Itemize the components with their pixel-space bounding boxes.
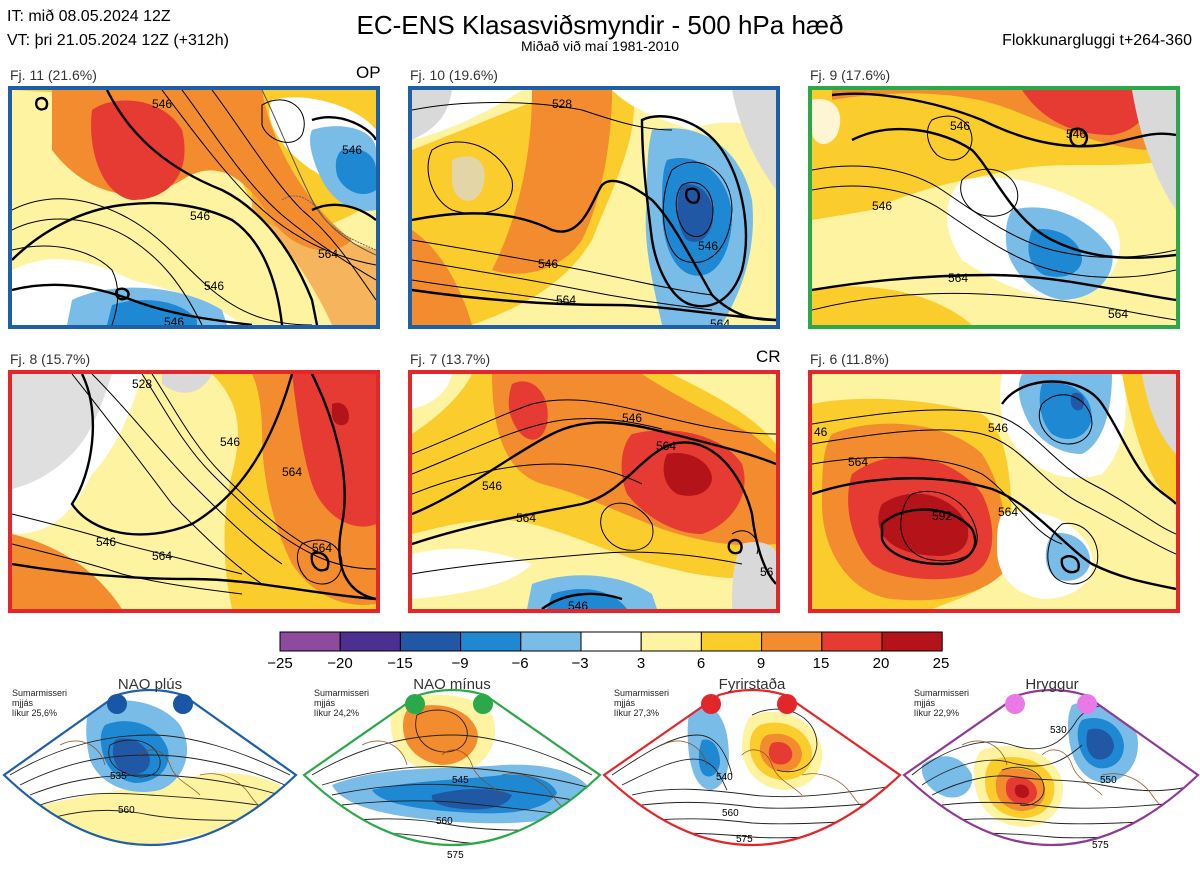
colorbar-segment — [520, 631, 582, 652]
colorbar-tick: 15 — [812, 655, 830, 672]
regime-2-marker-dot — [473, 694, 493, 714]
valid-time: VT: þri 21.05.2024 12Z (+312h) — [7, 32, 229, 49]
panel-4-label: Fj. 8 (15.7%) — [10, 351, 91, 367]
page-title: EC-ENS Klasasviðsmyndir - 500 hPa hæð — [356, 10, 844, 40]
colorbar-tick: −3 — [571, 655, 589, 672]
regime-4-contour-label: 530 — [1050, 725, 1067, 736]
regime-1-contour-label: 535 — [110, 771, 127, 782]
regime-3-marker-dot — [701, 694, 721, 714]
cluster-map-1: 546 546 546 564 546 546 — [8, 86, 380, 329]
regime-2-title: NAO mínus — [413, 676, 491, 693]
regime-ridge: 530 550 575 Hryggur Sumarmisseri mjjás l… — [902, 675, 1200, 871]
colorbar-tick: −15 — [387, 655, 413, 672]
colorbar-tick: 20 — [872, 655, 890, 672]
colorbar-tick: −20 — [327, 655, 353, 672]
regime-nao-minus: 545 560 575 NAO mínus Sumarmisseri mjjás… — [302, 675, 602, 871]
colorbar-tick: −9 — [451, 655, 469, 672]
anomaly-colorbar — [279, 631, 943, 652]
regime-3-contour-label: 560 — [722, 808, 739, 819]
cluster-map-6: 546 564 564 592 46 — [808, 370, 1180, 613]
colorbar-segment — [580, 631, 642, 652]
regime-4-contour-label: 575 — [1092, 840, 1109, 851]
cluster-map-3: 546 546 546 564 564 — [808, 86, 1180, 329]
panel-2-label: Fj. 10 (19.6%) — [410, 67, 498, 83]
colorbar-tick: 25 — [932, 655, 950, 672]
regime-2-note: Sumarmisseri mjjás líkur 24,2% — [314, 688, 370, 718]
page-subtitle: Miðað við maí 1981-2010 — [521, 38, 679, 54]
colorbar-tick: −25 — [267, 655, 293, 672]
regime-1-note: Sumarmisseri mjjás líkur 25,6% — [12, 688, 68, 718]
regime-3-title: Fyrirstaða — [718, 676, 786, 693]
regime-1-title: NAO plús — [117, 676, 183, 693]
colorbar-tick: 3 — [636, 655, 646, 672]
colorbar-segment — [460, 631, 522, 652]
colorbar-tick: 6 — [696, 655, 706, 672]
cluster-map-5: 546 546 564 564 546 56 — [408, 370, 780, 613]
regime-1-contour-label: 560 — [118, 805, 135, 816]
colorbar-segment — [881, 631, 943, 652]
panel-5-label: Fj. 7 (13.7%) — [410, 351, 491, 367]
regime-4-note: Sumarmisseri mjjás líkur 22,9% — [914, 688, 970, 718]
panel-3-label: Fj. 9 (17.6%) — [810, 67, 891, 83]
panel-6-label: Fj. 6 (11.8%) — [810, 351, 890, 367]
panel-1-label: Fj. 11 (21.6%) — [10, 67, 97, 83]
colorbar-segment — [339, 631, 401, 652]
colorbar-tick: −6 — [511, 655, 529, 672]
regime-3-contour-label: 575 — [736, 834, 753, 845]
colorbar-segment — [399, 631, 462, 652]
colorbar-tick: 9 — [756, 655, 766, 672]
regime-2-contour-label: 575 — [447, 850, 464, 861]
regime-3-note: Sumarmisseri mjjás líkur 27,3% — [614, 688, 670, 718]
regime-1-marker-dot — [173, 694, 193, 714]
regime-3-contour-label: 540 — [716, 772, 733, 783]
regime-1-marker-dot — [107, 694, 127, 714]
classification-window: Flokkunargluggi t+264-360 — [1002, 32, 1192, 49]
regime-4-marker-dot — [1005, 694, 1025, 714]
issue-time: IT: mið 08.05.2024 12Z — [7, 8, 171, 25]
regime-nao-plus: 535 560 NAO plús Sumarmisseri mjjás líku… — [0, 675, 300, 871]
colorbar-segment — [279, 631, 341, 652]
regime-2-contour-label: 545 — [452, 775, 469, 786]
colorbar-segment — [821, 631, 883, 652]
regime-2-marker-dot — [405, 694, 425, 714]
regime-4-title: Hryggur — [1025, 676, 1079, 693]
colorbar-segment — [761, 631, 823, 652]
cluster-map-4: 546 564 546 564 564 528 — [8, 370, 380, 613]
regime-2-contour-label: 560 — [436, 816, 453, 827]
regime-4-contour-label: 550 — [1100, 775, 1117, 786]
panel-5-tag: CR — [756, 347, 781, 366]
regime-blocking: 540 560 575 Fyrirstaða Sumarmisseri mjjá… — [602, 675, 902, 871]
colorbar-segment — [640, 631, 702, 652]
cluster-map-2: 528 546 546 564 564 — [408, 86, 780, 329]
panel-1-tag: OP — [356, 63, 381, 82]
regime-3-marker-dot — [777, 694, 797, 714]
colorbar-segment — [700, 631, 763, 652]
regime-4-marker-dot — [1077, 694, 1097, 714]
